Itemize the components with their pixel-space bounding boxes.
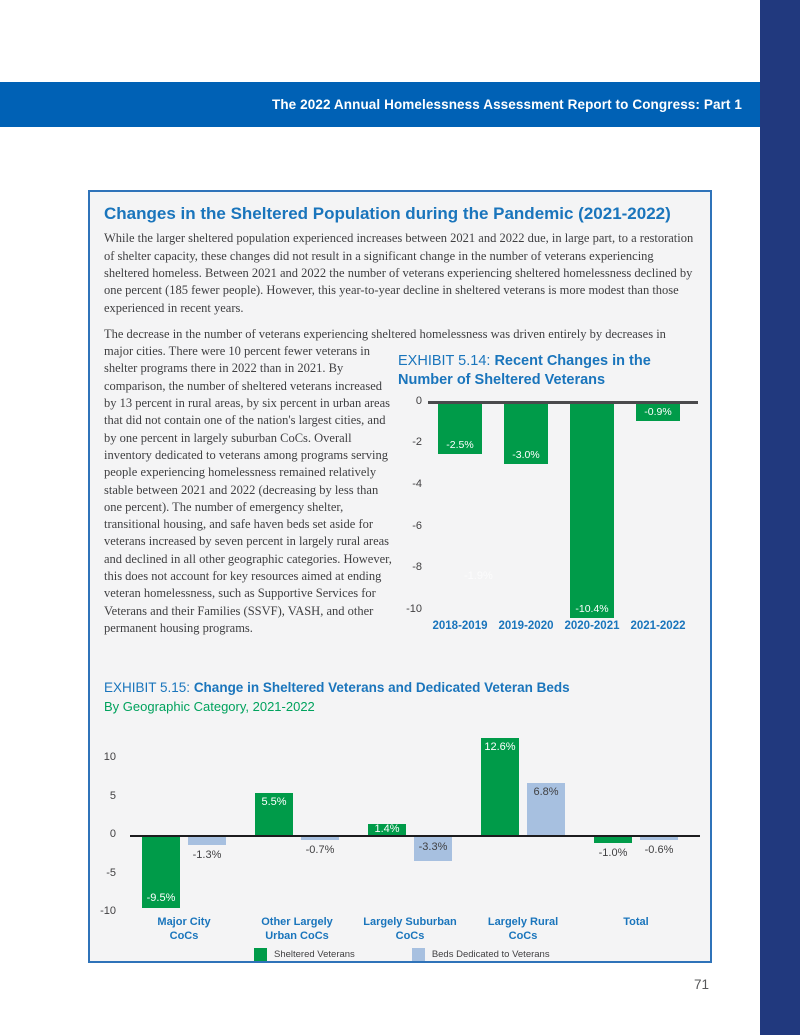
bar-2019-2020: -3.0% xyxy=(504,401,548,465)
callout-box: Changes in the Sheltered Population duri… xyxy=(88,190,712,964)
section-title: Changes in the Sheltered Population duri… xyxy=(104,204,671,223)
y-tick-label: 10 xyxy=(103,751,116,764)
y-tick-label: -5 xyxy=(106,866,116,879)
bar-value-label: 12.6% xyxy=(484,741,516,754)
page-number: 71 xyxy=(694,977,710,992)
bar-value-label: -1.0% xyxy=(598,846,628,859)
bar-2018-2019: -2.5% xyxy=(438,401,482,454)
bar-sheltered-veterans-0 xyxy=(142,835,180,909)
y-tick-label: -6 xyxy=(412,519,422,532)
bar-beds-dedicated-to-veterans-3 xyxy=(527,782,565,836)
y-tick-label: -8 xyxy=(412,561,422,574)
category-label-4: Total xyxy=(623,916,649,929)
bar-value-label: -3.3% xyxy=(418,840,448,853)
exhibit-5-15-label: EXHIBIT 5.15: xyxy=(104,680,191,696)
ghost-bar-label: -1.9% xyxy=(464,569,493,582)
right-margin-band xyxy=(760,0,800,1035)
x-axis-label-2018-2019: 2018-2019 xyxy=(432,619,488,632)
bar-value-label: -0.6% xyxy=(644,843,674,856)
zero-axis-line xyxy=(130,835,700,838)
bar-sheltered-veterans-1 xyxy=(255,792,293,836)
bar-sheltered-veterans-2 xyxy=(368,824,406,836)
legend-item-beds: Beds Dedicated to Veterans xyxy=(411,948,550,962)
category-label-1: Other Largely Urban CoCs xyxy=(261,916,333,942)
chart-legend: Sheltered Veterans Beds Dedicated to Vet… xyxy=(104,948,698,962)
category-label-3: Largely Rural CoCs xyxy=(487,916,559,942)
paragraph-2: The decrease in the number of veterans e… xyxy=(104,326,666,635)
bar-value-label: 1.4% xyxy=(374,823,400,836)
bar-2020-2021: -10.4% xyxy=(570,401,614,619)
bar-beds-dedicated-to-veterans-1 xyxy=(301,835,339,841)
legend-item-sheltered-veterans: Sheltered Veterans xyxy=(254,948,355,962)
bar-sheltered-veterans-4 xyxy=(594,835,632,843)
bar-value-label: 6.8% xyxy=(533,785,559,798)
report-header-title: The 2022 Annual Homelessness Assessment … xyxy=(271,97,742,112)
bar-value-label: -1.3% xyxy=(192,849,222,862)
bar-beds-dedicated-to-veterans-4 xyxy=(640,835,678,840)
exhibit-5-14-title: EXHIBIT 5.14: Recent Changes in the Numb… xyxy=(398,352,698,390)
x-axis-line xyxy=(428,400,698,404)
y-tick-label: -10 xyxy=(406,602,422,615)
exhibit-5-15-title: EXHIBIT 5.15: Change in Sheltered Vetera… xyxy=(104,680,698,697)
paragraph-1: While the larger sheltered population ex… xyxy=(104,231,694,315)
bar-beds-dedicated-to-veterans-2 xyxy=(414,835,452,861)
bar-beds-dedicated-to-veterans-0 xyxy=(188,835,226,846)
y-tick-label: 5 xyxy=(109,789,116,802)
legend-label-beds: Beds Dedicated to Veterans xyxy=(431,949,550,961)
x-axis-label-2019-2020: 2019-2020 xyxy=(498,619,554,632)
bar-value-label: -0.9% xyxy=(644,405,672,418)
bar-value-label: -10.4% xyxy=(575,603,609,616)
green-swatch-icon xyxy=(254,948,267,962)
exhibit-5-15-figure: EXHIBIT 5.15: Change in Sheltered Vetera… xyxy=(100,646,700,962)
exhibit-5-14-label: EXHIBIT 5.14: xyxy=(398,352,491,369)
exhibit-5-15-subtitle: By Geographic Category, 2021-2022 xyxy=(104,699,315,715)
bar-value-label: -2.5% xyxy=(446,438,474,451)
legend-label-sheltered-veterans: Sheltered Veterans xyxy=(274,949,355,961)
bar-value-label: -3.0% xyxy=(512,449,540,462)
bar-2021-2022: -0.9% xyxy=(636,401,680,421)
exhibit-5-14-title-text: Recent Changes in the Number of Sheltere… xyxy=(398,352,651,388)
y-tick-label: 0 xyxy=(109,828,116,841)
chart-plot-area: -2.5% -3.0% -10.4% -0.9% -1.9% xyxy=(428,400,698,619)
bar-value-label: 5.5% xyxy=(261,795,287,808)
bar-sheltered-veterans-3 xyxy=(481,738,519,836)
sheltered-veterans-change-chart: -2.5% -3.0% -10.4% -0.9% -1.9% 0 -2 -4 -6 -8 -10 2… xyxy=(398,395,698,640)
paragraph-2-with-figure: EXHIBIT 5.14: Recent Changes in the Numb… xyxy=(104,326,698,637)
bar-value-label: -0.7% xyxy=(305,844,335,857)
y-tick-label: 0 xyxy=(415,394,422,407)
veterans-beds-grouped-chart: 10 5 0 -5 -10 -9.5% 5.5% 1.4% 12.6% -1.0% -1.3% -0.… xyxy=(100,730,700,942)
x-axis-label-2021-2022: 2021-2022 xyxy=(630,619,686,632)
exhibit-5-15-title-text: Change in Sheltered Veterans and Dedicat… xyxy=(193,680,570,696)
blue-swatch-icon xyxy=(411,948,425,962)
bar-value-label: -9.5% xyxy=(146,892,176,905)
page-header-bar: The 2022 Annual Homelessness Assessment … xyxy=(0,82,760,127)
y-tick-label: -10 xyxy=(100,905,116,918)
x-axis-label-2020-2021: 2020-2021 xyxy=(564,619,620,632)
category-label-0: Major City CoCs xyxy=(157,916,211,942)
y-tick-label: -2 xyxy=(412,436,422,449)
exhibit-5-14-figure: EXHIBIT 5.14: Recent Changes in the Numb… xyxy=(398,352,698,640)
category-label-2: Largely Suburban CoCs xyxy=(363,916,457,942)
y-tick-label: -4 xyxy=(412,478,422,491)
